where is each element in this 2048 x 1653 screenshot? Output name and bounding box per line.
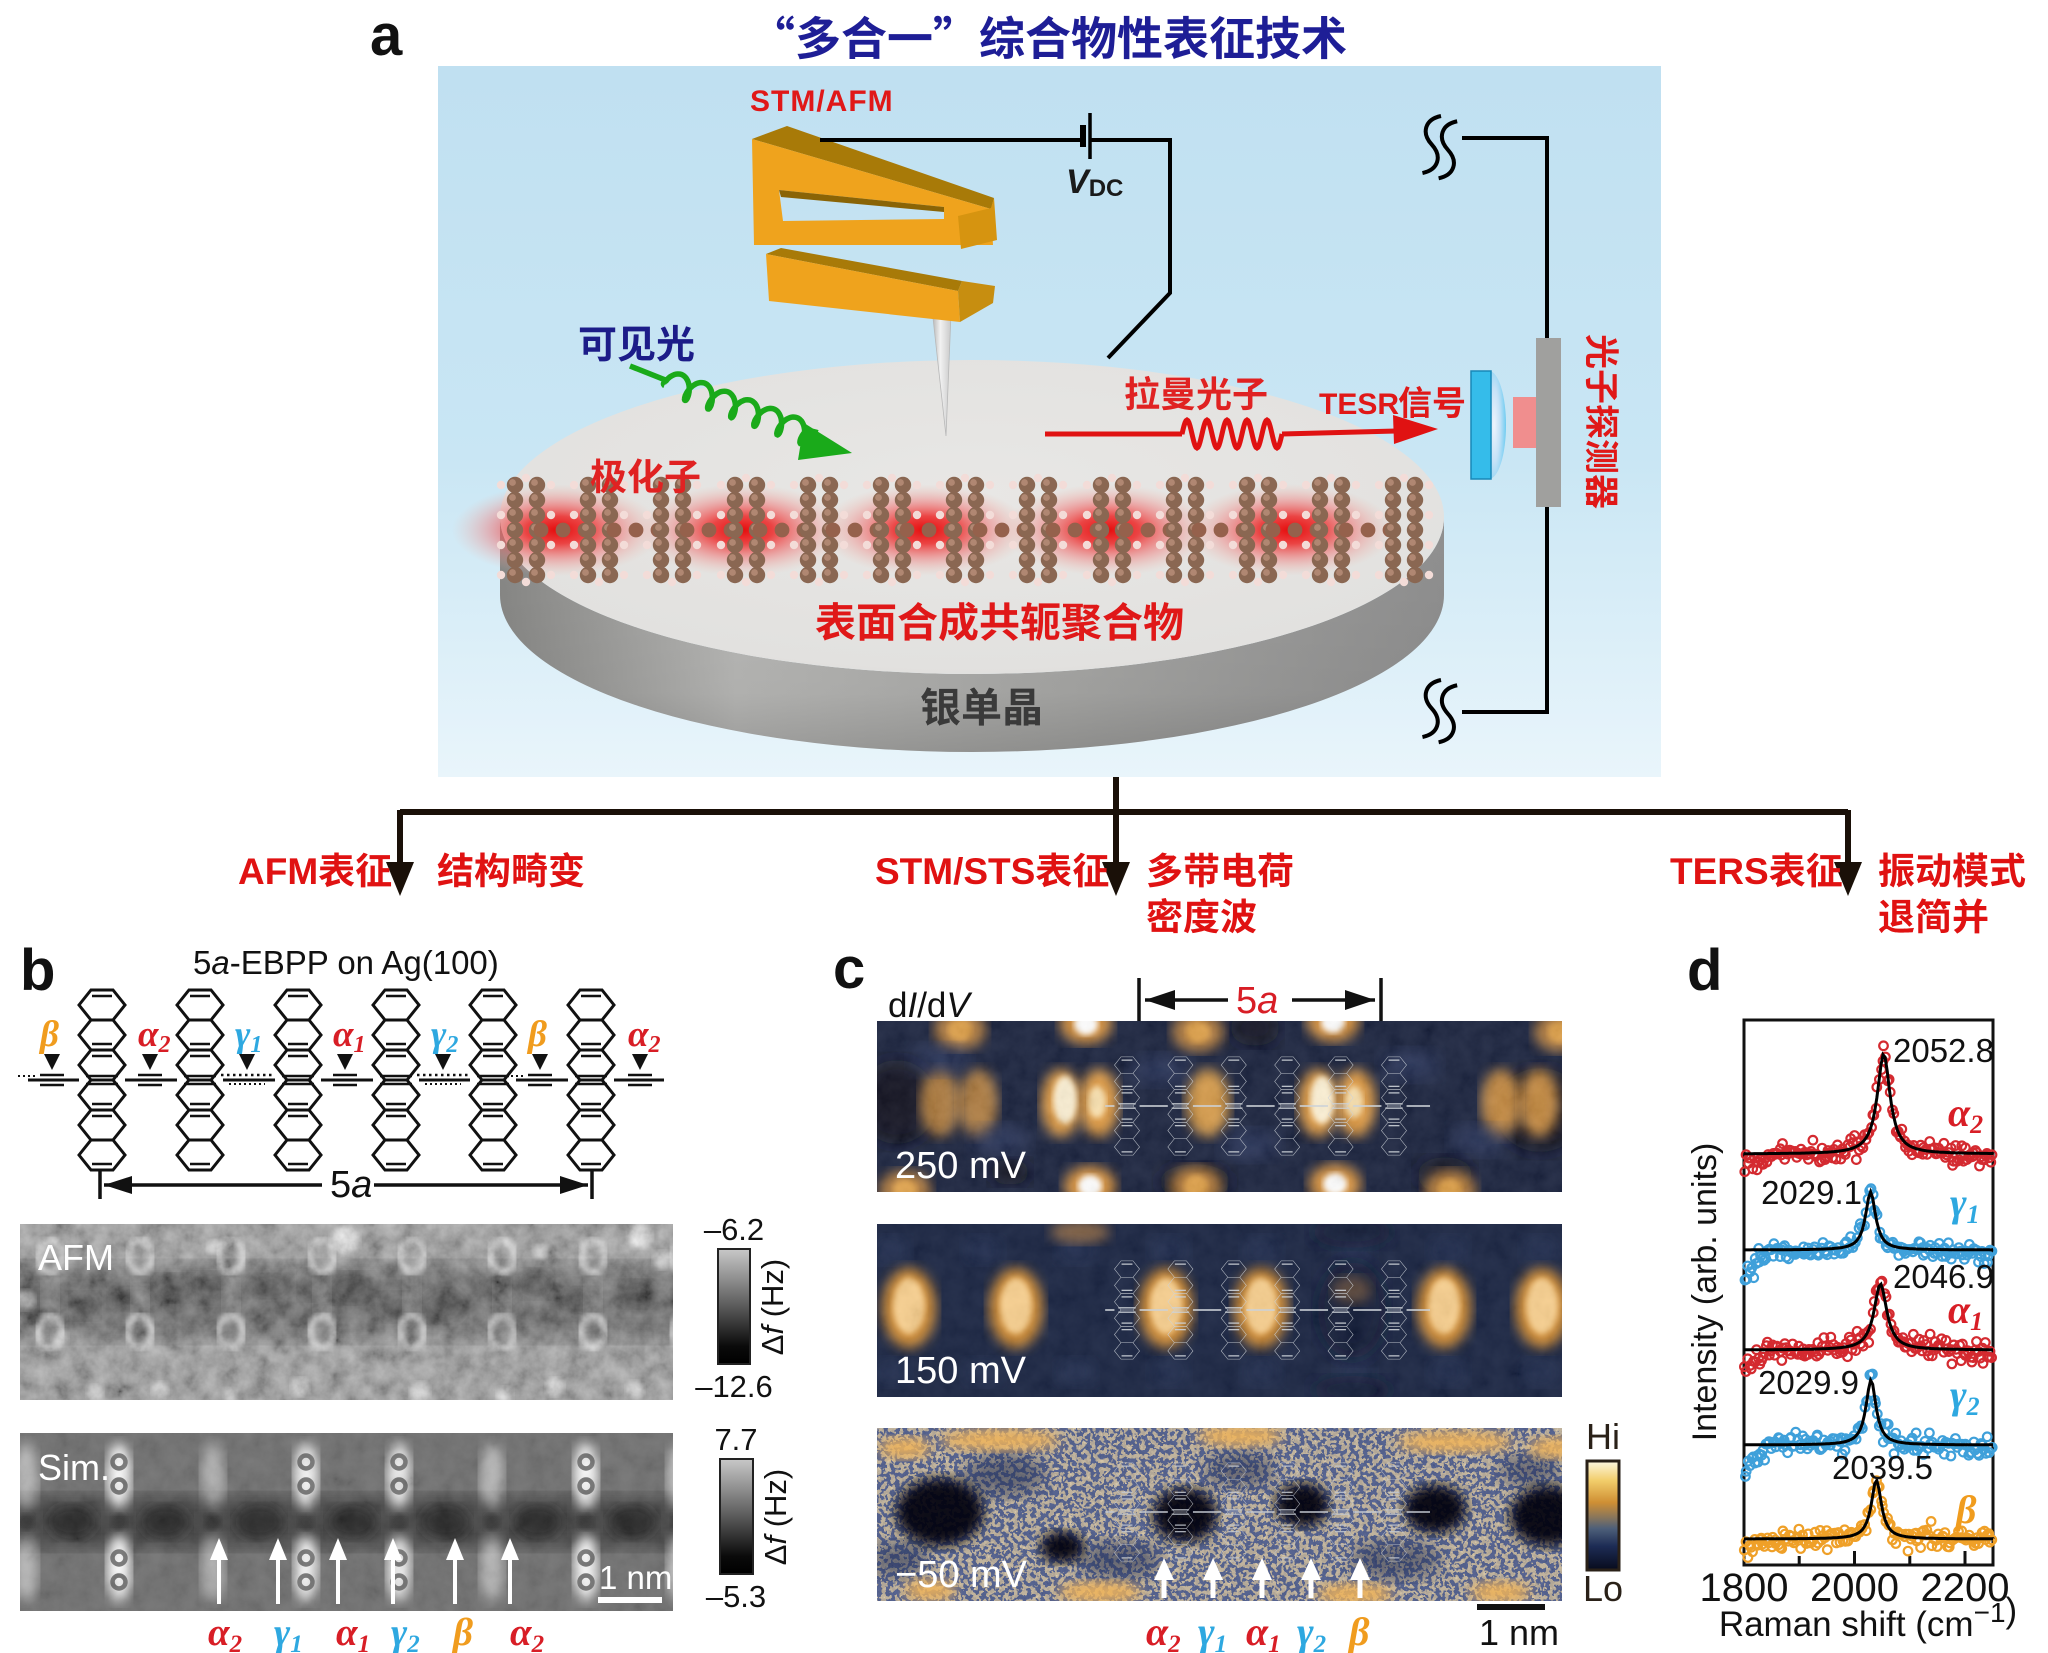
svg-text:−50 mV: −50 mV	[895, 1554, 1028, 1596]
svg-text:β: β	[451, 1611, 473, 1653]
svg-text:–6.2: –6.2	[704, 1212, 764, 1247]
svg-text:–5.3: –5.3	[706, 1579, 766, 1614]
svg-text:Hi: Hi	[1586, 1416, 1620, 1457]
svg-text:STM/STS: STM/STS	[875, 851, 1035, 892]
svg-text:Intensity (arb. units): Intensity (arb. units)	[1686, 1143, 1724, 1442]
svg-text:β: β	[526, 1014, 547, 1055]
svg-text:7.7: 7.7	[714, 1422, 757, 1457]
svg-text:2029.1: 2029.1	[1761, 1174, 1862, 1211]
svg-text:Δf (Hz): Δf (Hz)	[755, 1259, 790, 1356]
svg-text:250 mV: 250 mV	[895, 1145, 1027, 1187]
svg-text:TERS: TERS	[1670, 851, 1769, 892]
svg-text:5a: 5a	[330, 1164, 372, 1206]
svg-text:dI/dV: dI/dV	[888, 986, 973, 1025]
svg-text:1 nm: 1 nm	[599, 1559, 672, 1596]
svg-text:β: β	[38, 1014, 59, 1055]
svg-text:c: c	[833, 936, 865, 1001]
svg-text:β: β	[1347, 1609, 1370, 1653]
svg-text:–12.6: –12.6	[695, 1369, 773, 1404]
svg-text:a: a	[370, 3, 403, 68]
svg-text:α2: α2	[1948, 1090, 1983, 1139]
svg-text:2039.5: 2039.5	[1832, 1449, 1933, 1486]
svg-text:β: β	[1954, 1487, 1977, 1532]
svg-text:2052.8: 2052.8	[1893, 1032, 1994, 1069]
svg-text:STM/AFM: STM/AFM	[750, 85, 894, 118]
svg-text:b: b	[20, 938, 55, 1003]
svg-text:1 nm: 1 nm	[1479, 1612, 1559, 1653]
svg-text:5a: 5a	[1236, 980, 1278, 1022]
svg-text:Lo: Lo	[1583, 1568, 1623, 1609]
svg-text:2029.9: 2029.9	[1758, 1364, 1859, 1401]
svg-text:150 mV: 150 mV	[895, 1350, 1027, 1392]
svg-text:Δf (Hz): Δf (Hz)	[758, 1469, 793, 1566]
svg-text:TESR: TESR	[1319, 388, 1399, 421]
svg-text:Sim.: Sim.	[38, 1447, 110, 1488]
svg-text:α2: α2	[208, 1611, 242, 1653]
svg-text:AFM: AFM	[238, 851, 318, 892]
svg-text:2200: 2200	[1921, 1566, 2010, 1610]
svg-text:α1: α1	[336, 1611, 370, 1653]
svg-text:d: d	[1687, 938, 1722, 1003]
svg-text:2000: 2000	[1810, 1566, 1899, 1610]
svg-text:1800: 1800	[1700, 1566, 1789, 1610]
svg-text:AFM: AFM	[38, 1237, 114, 1278]
svg-text:γ1: γ1	[274, 1611, 303, 1653]
svg-text:5a-EBPP on Ag(100): 5a-EBPP on Ag(100)	[193, 944, 499, 981]
svg-text:2046.9: 2046.9	[1893, 1258, 1994, 1295]
